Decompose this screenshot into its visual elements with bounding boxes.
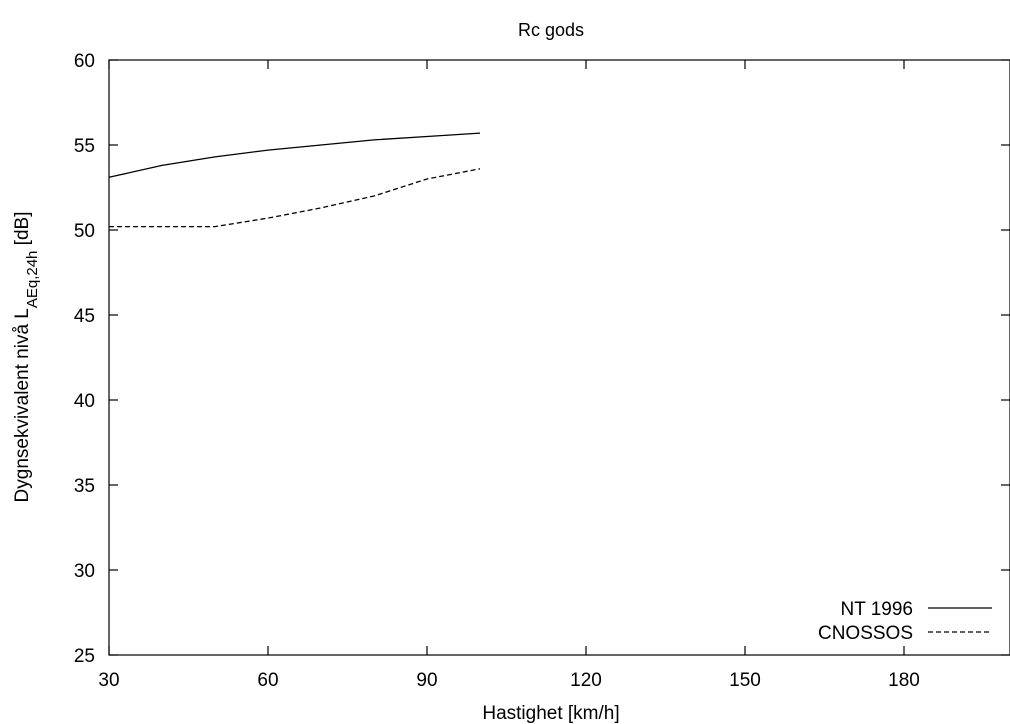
y-tick-label: 30 — [74, 561, 95, 582]
x-tick-label: 120 — [570, 670, 602, 691]
x-axis-ticks: 30 60 90 120 150 180 — [98, 60, 920, 691]
series-layer — [108, 132, 481, 228]
legend-label: CNOSSOS — [818, 623, 913, 644]
y-axis-label-suffix: [dB] — [12, 212, 33, 251]
x-tick-label: 90 — [416, 670, 437, 691]
y-tick-label: 35 — [74, 476, 95, 497]
y-axis-label-subscript: AEq,24h — [24, 251, 41, 309]
plot-frame — [108, 59, 1010, 656]
x-axis-label: Hastighet [km/h] — [482, 703, 619, 724]
legend-label: NT 1996 — [840, 599, 913, 620]
y-axis-label: Dygnsekvivalent nivå LAEq,24h [dB] — [12, 212, 41, 503]
series-line-nt-1996 — [108, 132, 481, 178]
y-tick-label: 45 — [74, 306, 95, 327]
y-tick-label: 25 — [74, 646, 95, 667]
x-tick-label: 150 — [729, 670, 761, 691]
y-tick-label: 60 — [74, 51, 95, 72]
chart-title: Rc gods — [518, 20, 584, 40]
x-tick-label: 30 — [98, 670, 119, 691]
y-tick-label: 50 — [74, 221, 95, 242]
x-tick-label: 60 — [257, 670, 278, 691]
y-tick-label: 40 — [74, 391, 95, 412]
y-axis-ticks: 25 30 35 40 45 50 55 60 — [74, 51, 1010, 667]
y-tick-label: 55 — [74, 136, 95, 157]
legend: NT 1996 CNOSSOS — [818, 599, 992, 644]
x-tick-label: 180 — [888, 670, 920, 691]
series-line-cnossos — [109, 168, 481, 228]
y-axis-label-prefix: Dygnsekvivalent nivå L — [12, 308, 33, 502]
